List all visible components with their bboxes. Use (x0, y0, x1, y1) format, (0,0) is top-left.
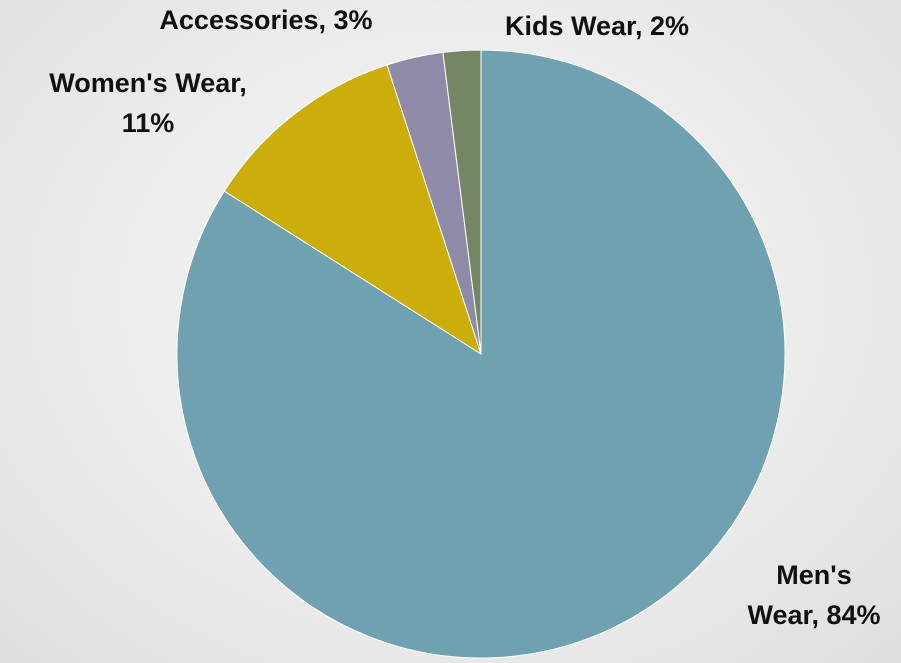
data-label-kids-wear: Kids Wear, 2% (505, 11, 689, 41)
pie-slice-kids-wear (442, 49, 482, 355)
data-label-women-s-wear: Women's Wear, 11% (49, 68, 247, 138)
pie-slices (176, 49, 786, 659)
pie-labels: Men's Wear, 84% Women's Wear, 11% Accessorie… (49, 5, 880, 630)
data-label-accessories: Accessories, 3% (159, 5, 372, 35)
pie-slice-women-s-wear (223, 64, 482, 356)
data-label-men-s-wear: Men's Wear, 84% (747, 560, 880, 630)
